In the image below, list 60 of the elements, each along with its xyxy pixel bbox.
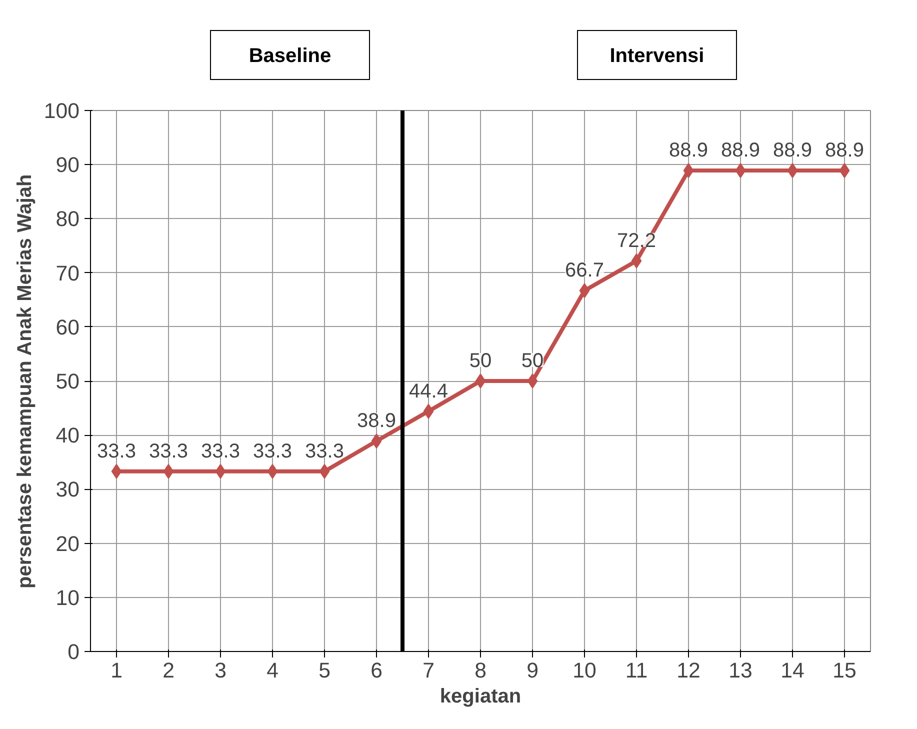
y-axis-title: persentase kemampuan Anak Merias Wajah [14, 174, 36, 588]
point [839, 163, 850, 178]
x-tick-label: 11 [625, 658, 648, 682]
y-tick-label: 60 [56, 315, 80, 340]
text: Intervensi [610, 44, 704, 69]
data-label: 66.7 [565, 260, 604, 282]
data-label: 33.3 [97, 440, 136, 462]
x-tick-label: 5 [318, 658, 330, 682]
x-tick-label: 1 [110, 658, 122, 682]
data-label: 88.9 [773, 140, 812, 162]
point [215, 464, 226, 479]
y-tick-label: 10 [56, 586, 80, 610]
data-label: 33.3 [253, 440, 292, 462]
point [423, 404, 434, 419]
data-label: 88.9 [825, 140, 864, 162]
y-tick-label: 50 [56, 370, 80, 394]
data-label: 88.9 [721, 140, 760, 162]
y-tick-label: 30 [56, 478, 80, 502]
y-tick-label: 90 [56, 153, 80, 178]
point [475, 374, 486, 388]
y-tick-label: 70 [56, 261, 80, 286]
x-axis-title: kegiatan [440, 686, 522, 708]
x-tick-label: 4 [266, 658, 279, 682]
y-tick-label: 80 [56, 207, 80, 232]
data-label: 33.3 [305, 440, 344, 462]
x-tick-label: 9 [526, 658, 538, 682]
data-label: 38.9 [357, 410, 396, 432]
point [527, 374, 538, 388]
x-tick-label: 2 [162, 658, 174, 682]
point [787, 163, 798, 178]
point [267, 464, 278, 479]
data-label: 33.3 [201, 440, 240, 462]
x-tick-label: 15 [832, 658, 856, 682]
data-label: 44.4 [409, 380, 448, 402]
data-label: 72.2 [617, 230, 656, 252]
point [579, 283, 590, 298]
x-tick-label: 14 [780, 658, 804, 682]
data-label: 50 [521, 350, 544, 372]
point [631, 253, 642, 268]
y-tick-label: 0 [68, 640, 80, 664]
point [683, 163, 694, 178]
point [319, 464, 330, 479]
point [371, 434, 382, 449]
point [735, 163, 746, 178]
data-label: 50 [469, 350, 492, 372]
x-tick-label: 8 [474, 658, 486, 682]
x-tick-label: 3 [214, 658, 226, 682]
x-tick-label: 10 [572, 658, 596, 682]
y-tick-label: 20 [56, 532, 80, 556]
point [111, 464, 122, 479]
x-tick-label: 12 [676, 658, 700, 682]
text: Baseline [248, 44, 332, 69]
y-tick-label: 100 [44, 99, 80, 123]
x-tick-label: 6 [370, 658, 382, 682]
x-tick-label: 13 [728, 658, 752, 682]
data-label: 88.9 [669, 140, 708, 162]
data-label: 33.3 [149, 440, 188, 462]
x-tick-label: 7 [422, 658, 434, 682]
y-tick-label: 40 [56, 424, 80, 448]
point [163, 464, 174, 479]
